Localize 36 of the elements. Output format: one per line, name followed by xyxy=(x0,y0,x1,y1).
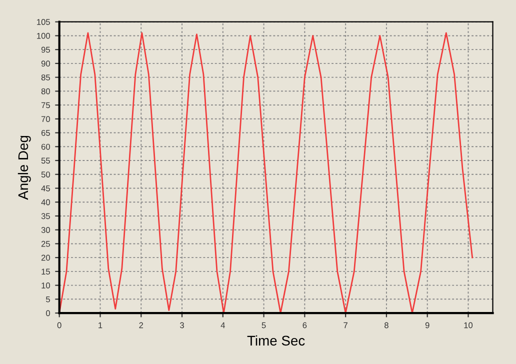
y-tick-label: 95 xyxy=(41,46,50,53)
y-tick-label: 60 xyxy=(41,144,50,150)
y-tick-label: 35 xyxy=(41,213,50,220)
x-tick-label: 7 xyxy=(344,322,348,328)
y-tick-label: 25 xyxy=(41,240,50,247)
x-tick-label: 0 xyxy=(57,322,62,328)
x-axis-title: Time Sec xyxy=(247,335,305,346)
y-tick-label: 90 xyxy=(41,60,50,67)
y-tick-label: 10 xyxy=(42,282,50,288)
x-tick-label: 6 xyxy=(302,322,307,328)
y-tick-label: 80 xyxy=(41,88,50,94)
y-tick-label: 55 xyxy=(41,158,50,164)
y-tick-label: 20 xyxy=(41,254,50,261)
y-tick-label: 100 xyxy=(37,32,50,39)
x-tick-label: 9 xyxy=(425,322,430,328)
y-tick-label: 5 xyxy=(46,296,50,302)
y-tick-label: 40 xyxy=(41,199,50,206)
x-tick-label: 1 xyxy=(98,322,102,328)
y-tick-label: 85 xyxy=(41,74,50,80)
y-tick-label: 70 xyxy=(41,116,50,122)
y-tick-label: 45 xyxy=(41,186,50,192)
y-tick-label: 75 xyxy=(41,102,50,108)
y-axis-title: Angle Deg xyxy=(18,136,31,200)
x-tick-label: 8 xyxy=(384,322,388,328)
x-tick-label: 10 xyxy=(464,322,473,328)
x-tick-label: 3 xyxy=(180,322,184,328)
x-tick-label: 4 xyxy=(220,322,225,328)
line-series xyxy=(59,32,474,314)
x-tick-label: 2 xyxy=(139,322,144,328)
y-tick-label: 50 xyxy=(41,172,50,178)
y-tick-label: 105 xyxy=(37,19,50,25)
y-tick-label: 30 xyxy=(41,227,50,233)
y-tick-label: 65 xyxy=(41,130,50,136)
x-tick-label: 5 xyxy=(262,322,266,328)
y-tick-label: 0 xyxy=(46,310,50,316)
y-tick-label: 15 xyxy=(42,268,50,275)
